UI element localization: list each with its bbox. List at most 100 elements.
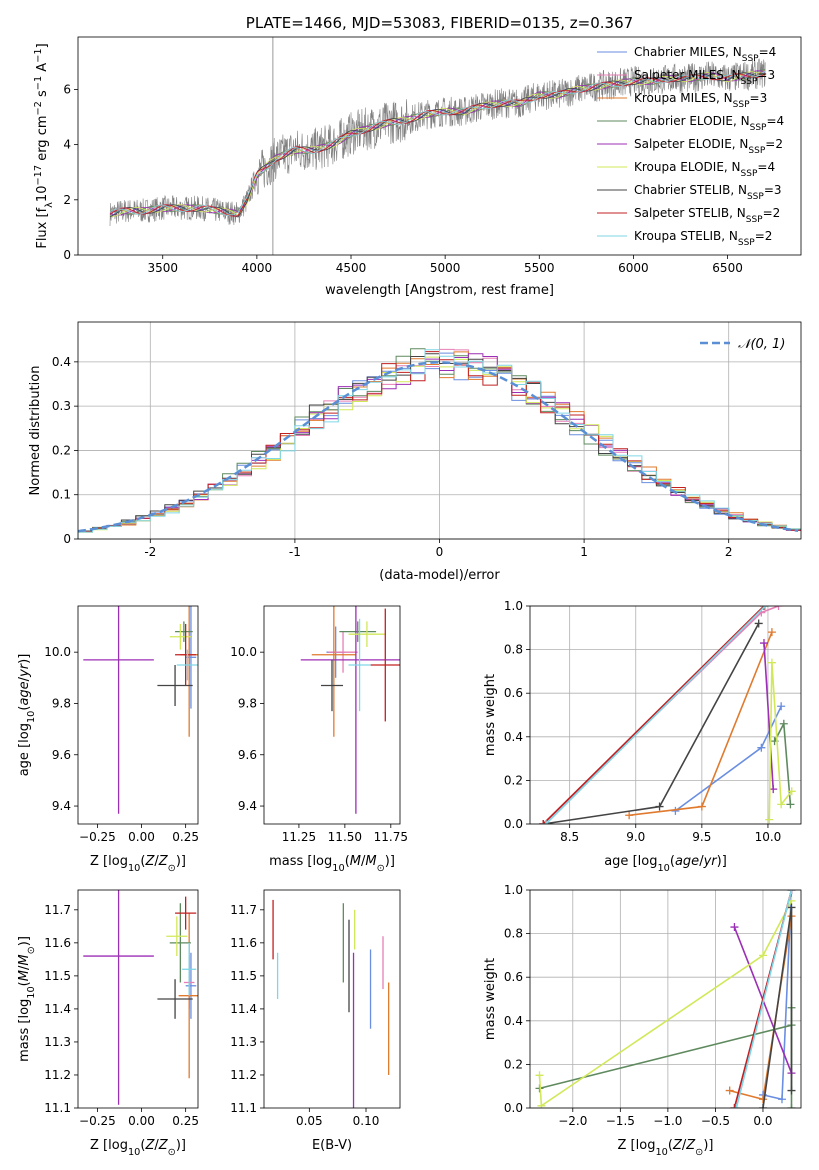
y-axis-label: mass [log10(M/M⊙)] xyxy=(17,936,37,1062)
x-tick-label: −0.5 xyxy=(701,1114,730,1128)
weight-marker-chabrier_elodie xyxy=(779,719,788,728)
y-tick-label: 9.6 xyxy=(52,748,71,762)
model-spectrum-chabrier_elodie xyxy=(109,69,766,215)
y-tick-label: 0.4 xyxy=(52,355,71,369)
z_weight-data xyxy=(535,890,796,1108)
y-tick-label: 0.2 xyxy=(504,1057,523,1071)
x-tick-label: 0.25 xyxy=(172,830,199,844)
x-tick-label: 0 xyxy=(436,545,444,559)
weight-line-kroupa_stelib xyxy=(735,890,793,1108)
x-tick-label: −1.0 xyxy=(653,1114,682,1128)
weight-marker-kroupa_miles xyxy=(725,1086,734,1095)
x-tick-label: 3500 xyxy=(147,261,178,275)
weight-line-kroupa_elodie xyxy=(538,900,793,1108)
z_weight-panel: −2.0 −1.5 −1.0 −0.5 0.0 0.0 0.2 0.4 0.6 0.8 1.0 Z [… xyxy=(483,883,802,1158)
y-tick-label: 0.0 xyxy=(504,1101,523,1115)
weight-marker-chabrier_miles xyxy=(671,806,680,815)
y-tick-label: 0.2 xyxy=(504,773,523,787)
weight-marker-kroupa_elodie xyxy=(758,951,767,960)
x-tick-label: 0.0 xyxy=(753,1114,772,1128)
x-axis-label: Z [log10(Z/Z⊙)] xyxy=(90,854,186,874)
y-tick-label: 10.0 xyxy=(44,645,71,659)
y-tick-label: 11.6 xyxy=(230,936,257,950)
weight-marker-kroupa_miles xyxy=(625,811,634,820)
y-axis-label: Flux [fλ10−17 erg cm−2 s−1 A−1] xyxy=(33,43,55,248)
y-tick-label: 0.4 xyxy=(504,1014,523,1028)
z_age-panel: −0.25 0.00 0.25 9.4 9.6 9.8 10.0 Z [log10(Z/Z⊙)… xyxy=(17,605,199,874)
x-tick-label: −1.5 xyxy=(606,1114,635,1128)
y-tick-label: 9.8 xyxy=(52,696,71,710)
weight-line-chabrier_elodie xyxy=(539,1007,793,1108)
axes-frame xyxy=(77,605,199,825)
y-tick-label: 11.2 xyxy=(44,1068,71,1082)
x-tick-label: 11.25 xyxy=(282,830,316,844)
x-axis-label: E(B-V) xyxy=(312,1138,352,1153)
residuals-panel: -2 -1 0 1 2 0 0.1 0.2 0.3 0.4 𝒩(0, 1) Normed distri… xyxy=(28,321,802,583)
x-tick-label: 6500 xyxy=(712,261,743,275)
y-tick-label: 0.8 xyxy=(504,927,523,941)
y-tick-label: 11.3 xyxy=(44,1035,71,1049)
mass_age-panel: 11.25 11.50 11.75 9.4 9.6 9.8 10.0 mass [log10(… xyxy=(230,605,408,874)
weight-marker-chabrier_stelib xyxy=(655,802,664,811)
x-tick-label: 0.00 xyxy=(128,830,155,844)
weight-marker-kroupa_elodie xyxy=(765,815,774,824)
weight-marker-kroupa_miles xyxy=(767,628,776,637)
weight-marker-chabrier_stelib xyxy=(787,1086,796,1095)
x-tick-label: 5000 xyxy=(430,261,461,275)
z_age-data xyxy=(83,606,198,814)
weight-marker-chabrier_miles xyxy=(777,1095,786,1104)
x-tick-label: 4500 xyxy=(336,261,367,275)
x-tick-label: 2 xyxy=(725,545,733,559)
y-tick-label: 10.0 xyxy=(230,645,257,659)
x-tick-label: -2 xyxy=(144,545,156,559)
z_mass-panel: −0.25 0.00 0.25 11.1 11.2 11.3 11.4 11.5 11.6 11.… xyxy=(17,889,199,1158)
weight-marker-salpeter_stelib xyxy=(539,820,548,824)
legend-entry: 𝒩(0, 1) xyxy=(738,337,785,352)
y-tick-label: 4 xyxy=(63,138,71,152)
x-tick-label: -1 xyxy=(289,545,301,559)
y-tick-label: 9.6 xyxy=(238,748,257,762)
weight-marker-chabrier_elodie xyxy=(786,800,795,809)
weight-marker-chabrier_elodie xyxy=(787,1104,796,1108)
y-axis-label: mass weight xyxy=(483,674,498,756)
age_weight-panel: 8.5 9.0 9.5 10.0 0.0 0.2 0.4 0.6 0.8 1.0 age [log1… xyxy=(483,599,802,874)
legend-entry: Kroupa STELIB, NSSP=2 xyxy=(634,229,772,248)
weight-marker-chabrier_miles xyxy=(757,743,766,752)
y-tick-label: 0.4 xyxy=(504,730,523,744)
y-tick-label: 11.4 xyxy=(44,1002,71,1016)
histogram-data xyxy=(78,348,801,539)
y-tick-label: 11.7 xyxy=(230,903,257,917)
y-tick-label: 9.8 xyxy=(238,696,257,710)
weight-marker-kroupa_elodie xyxy=(777,800,786,809)
x-tick-label: 0.25 xyxy=(172,1114,199,1128)
model-spectrum-salpeter_elodie xyxy=(109,70,766,216)
weight-marker-kroupa_stelib xyxy=(541,820,550,824)
x-tick-label: −0.25 xyxy=(79,830,116,844)
ebv_mass-panel: 0.05 0.10 11.1 11.2 11.3 11.4 11.5 11.6 11.7 E(B-… xyxy=(230,889,401,1153)
axes-frame xyxy=(263,889,401,1109)
y-tick-label: 0 xyxy=(63,532,71,546)
weight-marker-kroupa_stelib xyxy=(787,890,796,894)
weight-line-chabrier_stelib xyxy=(762,907,793,1108)
y-tick-label: 0 xyxy=(63,248,71,262)
y-tick-label: 0.0 xyxy=(504,817,523,831)
y-tick-label: 11.2 xyxy=(230,1068,257,1082)
y-tick-label: 2 xyxy=(63,193,71,207)
weight-marker-salpeter_stelib xyxy=(730,1104,739,1108)
weight-line-kroupa_stelib xyxy=(545,606,766,824)
y-tick-label: 11.6 xyxy=(44,936,71,950)
y-tick-label: 0.2 xyxy=(52,443,71,457)
x-tick-label: 4000 xyxy=(242,261,273,275)
weight-marker-kroupa_stelib xyxy=(732,1104,741,1108)
x-axis-label: mass [log10(M/M⊙)] xyxy=(269,854,395,874)
ebv_mass-data xyxy=(272,899,390,1108)
y-tick-label: 6 xyxy=(63,82,71,96)
y-tick-label: 0.6 xyxy=(504,970,523,984)
x-tick-label: 1 xyxy=(580,545,588,559)
weight-marker-kroupa_elodie xyxy=(767,658,776,667)
y-tick-label: 11.3 xyxy=(230,1035,257,1049)
x-tick-label: 5500 xyxy=(524,261,555,275)
x-axis-label: age [log10(age/yr)] xyxy=(604,854,727,874)
weight-marker-kroupa_stelib xyxy=(761,606,770,610)
